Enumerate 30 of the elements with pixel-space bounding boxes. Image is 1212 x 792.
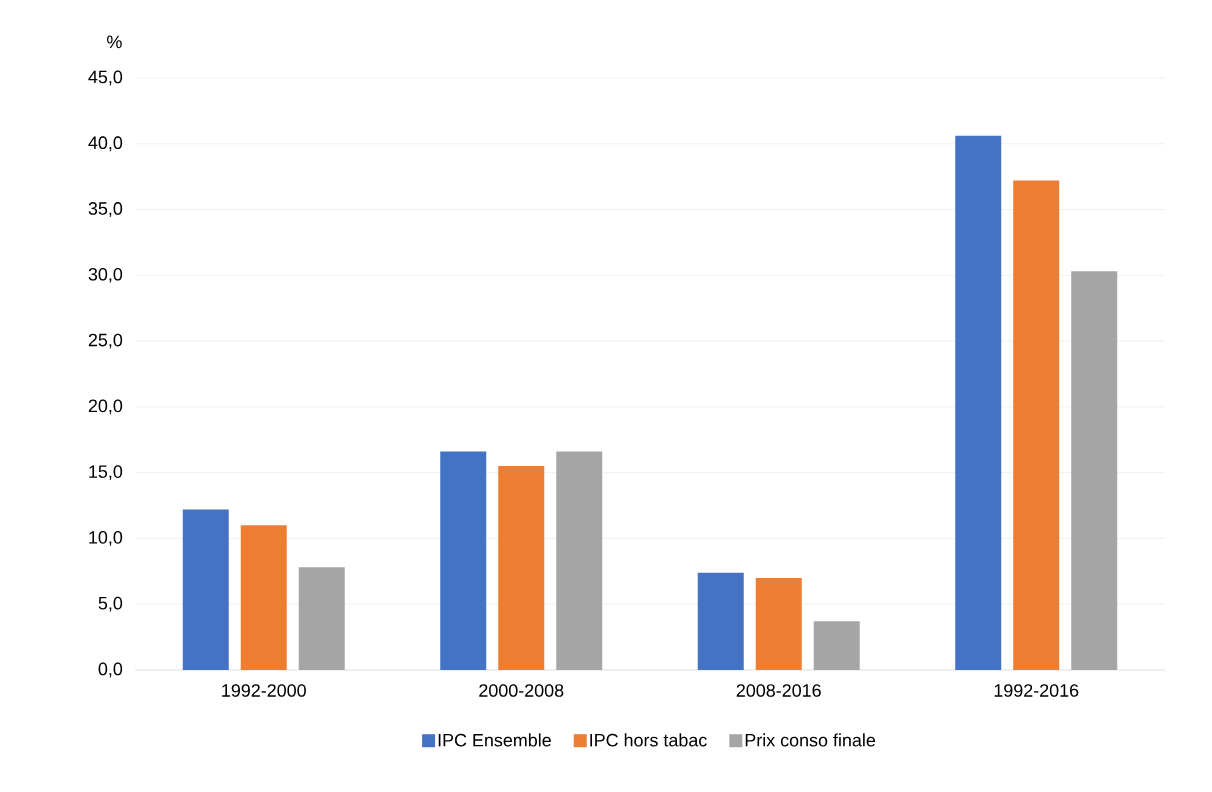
bar: [697, 572, 744, 670]
y-tick-label: 40,0: [88, 136, 123, 152]
bar: [813, 621, 860, 670]
x-tick-label: 1992-2016: [994, 684, 1079, 697]
y-tick-label: 5,0: [98, 596, 123, 612]
x-tick-label: 1992-2000: [222, 684, 306, 697]
y-tick-label: 25,0: [88, 333, 123, 349]
x-tick-label: 2008-2016: [736, 684, 821, 697]
bar: [240, 525, 287, 670]
y-tick-label: 30,0: [88, 267, 123, 283]
bar: [182, 509, 229, 670]
bar: [1013, 180, 1060, 670]
legend-label: Prix conso finale: [745, 733, 876, 747]
bar: [556, 451, 603, 670]
x-tick-label: 2000-2008: [479, 684, 564, 697]
y-tick-label: 15,0: [89, 465, 123, 481]
y-tick-label: 45,0: [88, 70, 123, 86]
legend-label: IPC Ensemble: [438, 733, 551, 747]
y-tick-label: 10,0: [89, 531, 123, 546]
bar: [498, 466, 545, 670]
bar: [1071, 271, 1118, 670]
bar: [955, 135, 1002, 670]
y-tick-label: 0,0: [98, 662, 123, 678]
y-tick-label: 20,0: [88, 399, 123, 415]
bar: [755, 577, 802, 670]
bar: [298, 567, 345, 670]
legend-label: IPC hors tabac: [590, 733, 707, 747]
bar: [440, 451, 487, 670]
y-axis-title: %: [107, 35, 122, 49]
y-tick-label: 35,0: [88, 202, 123, 217]
